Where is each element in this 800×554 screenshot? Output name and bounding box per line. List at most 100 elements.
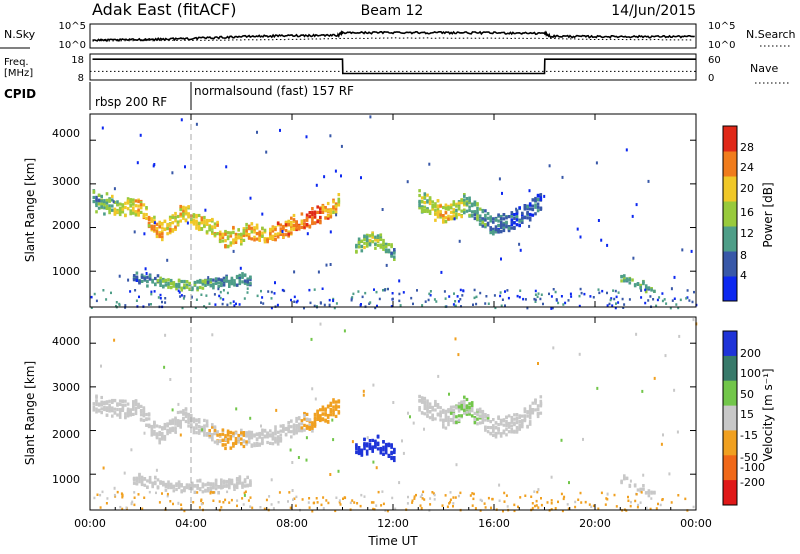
power-cell	[691, 300, 694, 304]
power-cell	[500, 304, 503, 307]
power-cell	[486, 212, 490, 216]
velocity-cell	[193, 484, 197, 488]
power-cell	[246, 287, 249, 290]
power-cell	[147, 221, 151, 225]
velocity-cell	[588, 503, 591, 506]
power-cell	[507, 296, 510, 300]
velocity-cell	[297, 422, 301, 426]
velocity-cell	[673, 388, 676, 392]
velocity-cell	[635, 332, 638, 336]
power-cell	[200, 216, 204, 220]
power-cell	[187, 212, 190, 216]
power-cell	[426, 207, 429, 211]
velocity-cell	[132, 481, 136, 485]
power-cell	[364, 291, 367, 295]
power-cell	[518, 206, 521, 210]
velocity-cell	[250, 436, 254, 440]
power-cell	[623, 279, 626, 283]
power-cell	[308, 224, 312, 228]
velocity-cell	[221, 438, 225, 442]
velocity-cell	[478, 407, 482, 411]
velocity-cell	[392, 401, 395, 404]
power-cell	[190, 295, 193, 299]
velocity-cell	[382, 452, 385, 456]
power-cell	[526, 216, 529, 220]
power-cell	[168, 215, 172, 219]
velocity-cell	[134, 406, 138, 410]
velocity-cell	[303, 412, 306, 416]
power-cell	[282, 233, 285, 237]
power-cell	[452, 203, 456, 207]
power-cbar-tick-16: 16	[740, 206, 754, 219]
power-cell	[161, 232, 164, 236]
power-cell	[675, 303, 678, 306]
velocity-cell	[118, 410, 122, 414]
power-cell	[212, 283, 215, 288]
velocity-cell	[503, 500, 506, 503]
power-cell	[531, 204, 535, 208]
power-cell	[97, 206, 101, 210]
power-cell	[457, 213, 461, 217]
velocity-cell	[211, 435, 214, 439]
velocity-heatmap	[92, 318, 698, 513]
power-cell	[534, 289, 537, 293]
velocity-cell	[625, 476, 629, 480]
velocity-cell	[124, 416, 127, 420]
velocity-cell	[116, 402, 119, 406]
power-cell	[647, 286, 651, 290]
power-cell	[103, 206, 106, 210]
velocity-cell	[139, 404, 143, 408]
velocity-cell	[481, 409, 485, 414]
power-cell	[100, 194, 103, 198]
velocity-cell	[489, 420, 492, 424]
power-cell	[205, 218, 209, 223]
velocity-cell	[636, 505, 639, 509]
power-cell	[243, 279, 247, 283]
velocity-cell	[228, 479, 231, 483]
power-cell	[184, 212, 188, 216]
power-cell	[475, 295, 478, 299]
velocity-cell	[419, 495, 422, 498]
power-cell	[308, 211, 312, 215]
velocity-cell	[384, 509, 387, 512]
power-cell	[647, 299, 650, 302]
velocity-cell	[337, 405, 341, 409]
velocity-cell	[151, 481, 154, 485]
velocity-cell	[452, 505, 454, 508]
velocity-cell	[324, 418, 327, 422]
velocity-cell	[99, 493, 102, 497]
velocity-cell	[428, 410, 432, 414]
velocity-cell	[384, 449, 388, 453]
x-tick-0000: 00:00	[74, 517, 106, 530]
velocity-cell	[212, 499, 215, 502]
power-cell	[154, 282, 157, 286]
power-cell	[105, 206, 109, 210]
velocity-cell	[108, 403, 111, 407]
velocity-cell	[360, 448, 364, 452]
power-cell	[371, 233, 374, 237]
velocity-cell	[319, 415, 322, 419]
velocity-cell	[166, 429, 169, 433]
power-cell	[132, 202, 135, 206]
power-cell	[515, 207, 518, 211]
velocity-cell	[203, 430, 206, 434]
power-cell	[265, 150, 268, 154]
velocity-cell	[582, 437, 584, 441]
velocity-cell	[505, 494, 508, 497]
power-cell	[146, 284, 149, 288]
velocity-cell	[444, 494, 447, 497]
power-cell	[159, 293, 162, 297]
power-cell	[494, 218, 498, 222]
power-cell	[421, 304, 424, 307]
velocity-cell	[357, 446, 361, 450]
power-cell	[334, 210, 338, 214]
velocity-cell	[311, 387, 314, 391]
velocity-cell	[155, 424, 159, 428]
power-cell	[232, 230, 235, 235]
power-cell	[375, 290, 378, 294]
power-cell	[418, 204, 421, 208]
power-cell	[494, 230, 498, 234]
velocity-cell	[507, 425, 511, 429]
velocity-cell	[332, 405, 335, 409]
velocity-cell	[319, 417, 322, 422]
